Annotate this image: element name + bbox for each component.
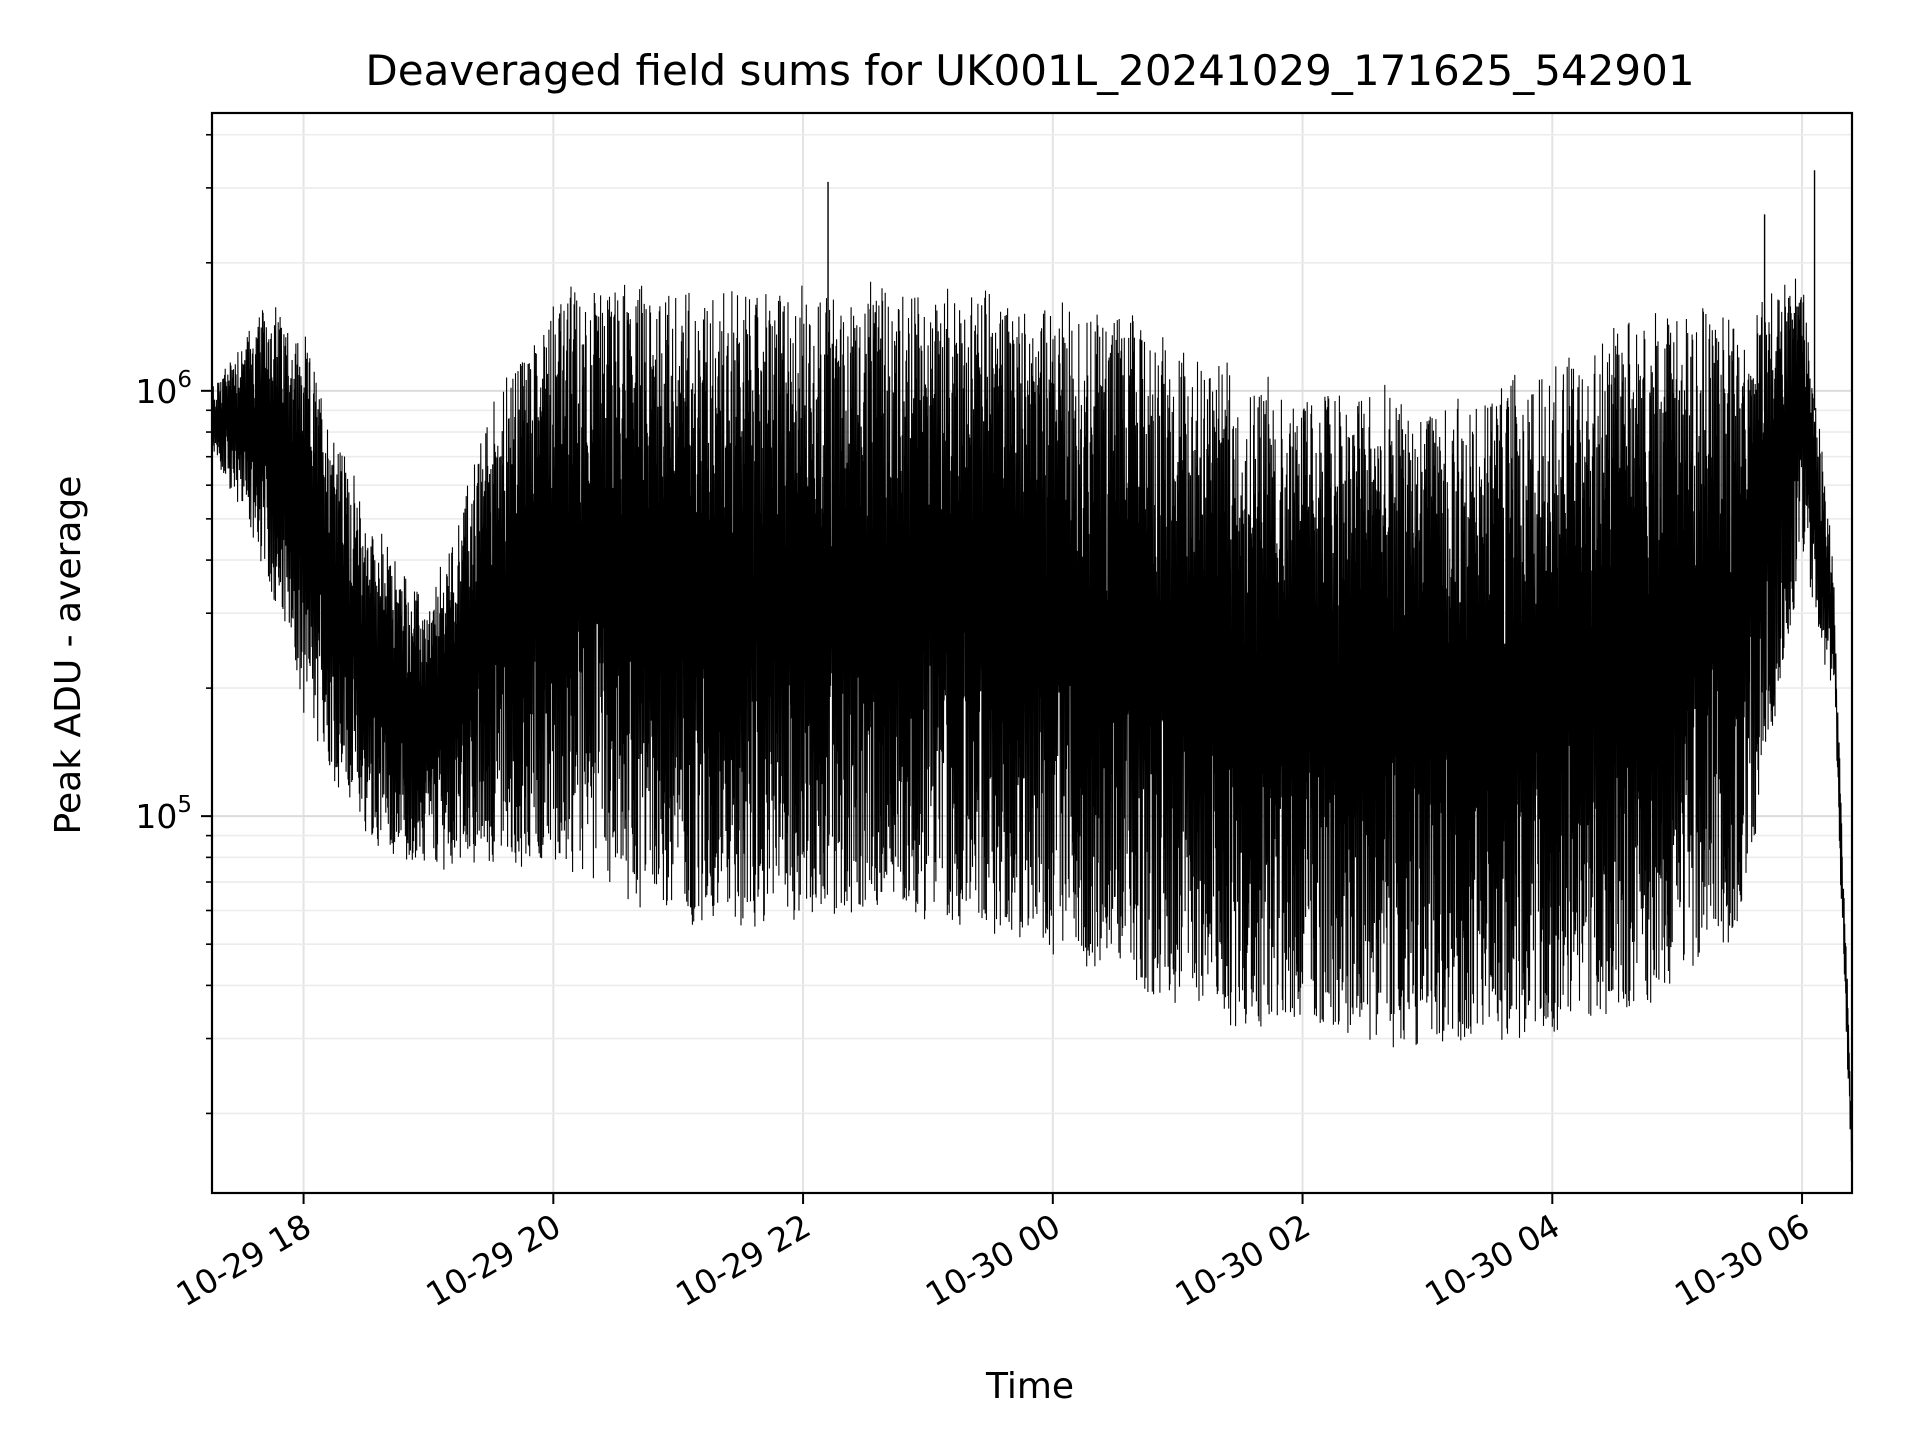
x-tick-label: 10-30 06 (1668, 1206, 1816, 1314)
y-axis-ticks: 105 106 (135, 133, 212, 1115)
y-tick-label: 106 (135, 367, 192, 411)
x-tick-label: 10-29 22 (669, 1206, 817, 1314)
series-path (211, 278, 1853, 1162)
series-line (211, 170, 1853, 1162)
chart-title: Deaveraged field sums for UK001L_2024102… (365, 46, 1694, 95)
x-tick-label: 10-29 20 (419, 1206, 567, 1314)
x-tick-label: 10-29 18 (170, 1206, 318, 1314)
x-axis-label: Time (985, 1366, 1074, 1407)
y-axis-label: Peak ADU - average (48, 476, 89, 835)
x-tick-label: 10-30 02 (1169, 1206, 1317, 1314)
plot-frame (210, 111, 1854, 1195)
y-tick-label: 105 (135, 792, 192, 836)
x-axis-ticks: 10-29 18 10-29 20 10-29 22 10-30 00 10-30 02… (170, 1193, 1816, 1314)
x-tick-label: 10-30 04 (1418, 1206, 1566, 1314)
x-tick-label: 10-30 00 (919, 1206, 1067, 1314)
